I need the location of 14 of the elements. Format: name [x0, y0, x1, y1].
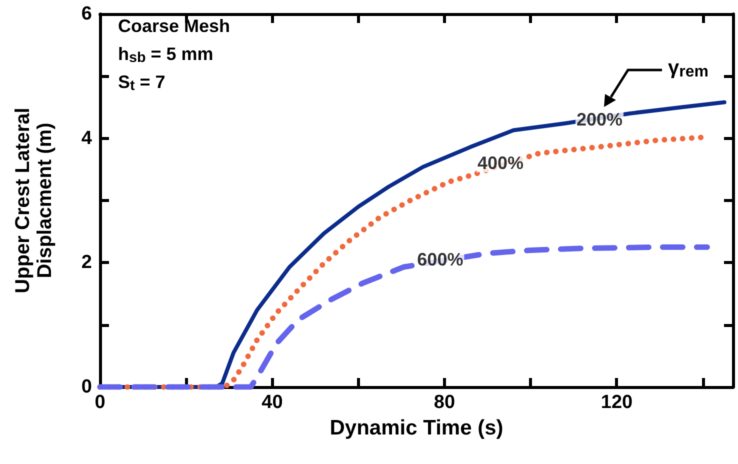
- x-tick-label: 120: [600, 392, 633, 413]
- y-tick-label: 6: [81, 4, 92, 24]
- x-tick-label: 80: [434, 392, 456, 413]
- annotation: 600%: [417, 250, 464, 270]
- y-axis-title: Upper Crest Lateral Displacment (m): [12, 108, 56, 294]
- x-tick-label: 40: [262, 392, 283, 413]
- x-tick-label: 0: [94, 392, 106, 413]
- y-tick-label: 4: [81, 128, 92, 149]
- y-tick-label: 0: [81, 376, 92, 398]
- x-axis-title: Dynamic Time (s): [330, 416, 504, 440]
- annotation: 400%: [477, 153, 524, 174]
- annotation: 200%: [576, 110, 623, 130]
- y-tick-label: 2: [81, 252, 92, 274]
- annotation: Coarse Mesh: [118, 16, 230, 36]
